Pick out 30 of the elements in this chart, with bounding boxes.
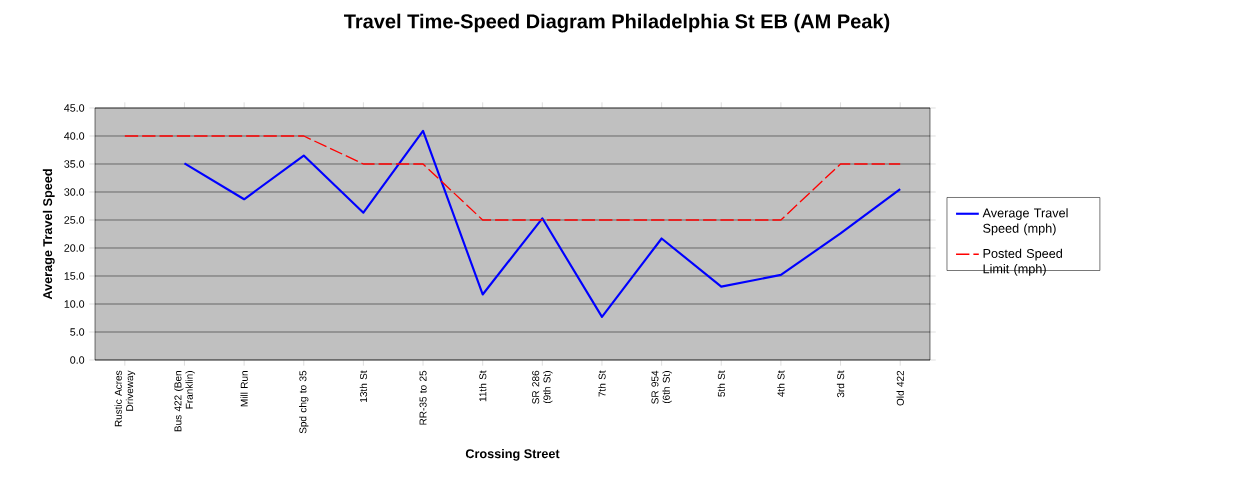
y-tick-label: 5.0: [70, 328, 85, 336]
y-tick-label: 40.0: [64, 132, 85, 140]
x-tick-label: RR-35 to 25: [419, 370, 427, 425]
legend-label: Average Travel Speed (mph): [982, 208, 1068, 236]
line-series: [183, 129, 902, 318]
y-tick-label: 30.0: [64, 188, 85, 196]
x-tick-label: Mill Run: [240, 371, 248, 407]
x-tick-label: 13th St: [359, 370, 368, 402]
x-tick-label: SR 286 (9th St): [532, 370, 553, 404]
x-tick-label: 5th St: [717, 370, 725, 397]
legend-label: Posted Speed Limit (mph): [983, 248, 1062, 276]
y-tick-label: 20.0: [64, 244, 85, 252]
y-tick-label: 10.0: [64, 300, 85, 308]
x-tick-label: Old 422: [896, 370, 904, 406]
y-tick-label: 15.0: [64, 272, 85, 280]
chart-title: Travel Time-Speed Diagram Philadelphia St EB (AM Peak): [344, 13, 890, 33]
x-tick-label: 4th St: [777, 370, 785, 397]
y-axis-title: Average Travel Speed: [42, 169, 55, 300]
y-tick-label: 35.0: [64, 160, 85, 168]
x-tick-label: Bus 422 (Ben Franklin): [174, 371, 195, 432]
x-tick-label: 7th St: [598, 370, 606, 397]
x-tick-label: 3rd St: [836, 370, 845, 398]
y-tick-label: 25.0: [64, 216, 85, 224]
y-tick-label: 0.0: [70, 356, 85, 364]
x-tick-label: Spd chg to 35: [299, 370, 309, 434]
y-tick-label: 45.0: [64, 104, 85, 112]
x-axis-title: Crossing Street: [465, 448, 560, 461]
x-tick-label: Rustic Acres Driveway: [114, 370, 136, 427]
x-tick-label: SR 954 (6th St): [651, 370, 672, 404]
x-tick-label: 11th St: [479, 370, 487, 402]
